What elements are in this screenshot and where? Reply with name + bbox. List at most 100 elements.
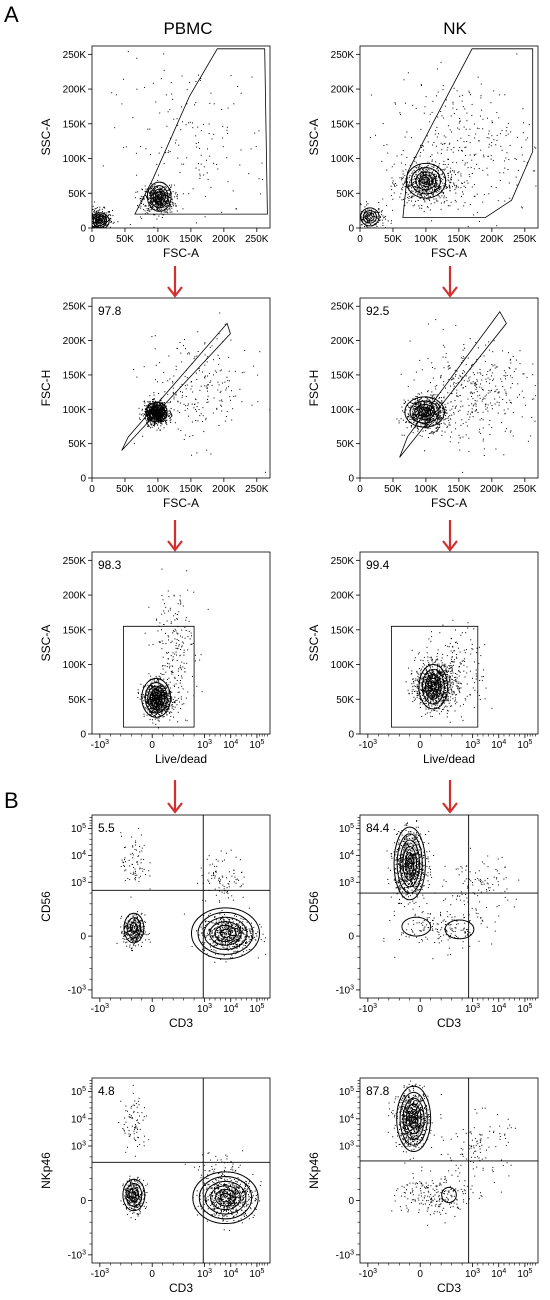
event-dot [195, 135, 197, 137]
event-dot [167, 689, 169, 691]
event-dot [150, 209, 152, 211]
event-dot [446, 187, 448, 189]
event-dot [418, 188, 420, 190]
event-dot [104, 218, 106, 220]
event-dot [399, 177, 401, 179]
event-dot [100, 220, 102, 222]
event-dot [522, 132, 524, 134]
panel-label-b: B [4, 788, 19, 813]
event-dot [165, 421, 167, 423]
x-tick-label: 50K [116, 484, 134, 495]
event-dot [423, 401, 425, 403]
event-dot [143, 203, 144, 205]
event-dot [474, 383, 476, 385]
y-tick-label: 200K [331, 336, 355, 347]
event-dot [407, 181, 408, 183]
event-dot [155, 417, 157, 419]
event-dot [187, 353, 188, 355]
event-dot [149, 410, 150, 412]
event-dot [202, 415, 204, 417]
event-dot [413, 421, 415, 423]
event-dot [144, 185, 146, 187]
event-dot [408, 186, 409, 188]
event-dot [474, 382, 476, 384]
event-dot [159, 704, 161, 706]
event-dot [417, 419, 419, 421]
event-dot [420, 194, 422, 196]
event-dot [412, 414, 414, 416]
event-dot [501, 130, 503, 131]
event-dot [227, 107, 229, 109]
event-dot [135, 152, 137, 154]
event-dot [94, 221, 96, 223]
event-dot [165, 202, 167, 203]
event-dot [403, 411, 405, 413]
event-dot [428, 188, 430, 190]
event-dot [465, 155, 467, 156]
event-dot [161, 194, 163, 196]
event-dot [435, 174, 437, 176]
event-dot [476, 193, 478, 195]
event-dot [429, 177, 431, 179]
event-dot [153, 408, 155, 410]
event-dot [453, 113, 455, 114]
event-dot [162, 404, 164, 406]
event-dot [162, 382, 164, 384]
event-dot [410, 405, 412, 407]
event-dot [200, 154, 202, 156]
event-dot [150, 427, 151, 429]
event-dot [491, 405, 493, 406]
event-dot [485, 381, 487, 383]
x-tick-label: 250K [245, 484, 269, 495]
event-dot [473, 184, 475, 185]
event-dot [431, 166, 433, 168]
event-dot [438, 176, 440, 178]
event-dot [165, 414, 167, 416]
event-dot [162, 214, 164, 216]
event-dot [112, 222, 114, 224]
event-dot [90, 222, 91, 223]
event-dot [371, 213, 372, 215]
event-dot [422, 173, 424, 175]
contour-ring [421, 176, 431, 185]
event-dot [149, 406, 151, 407]
event-dot [501, 380, 503, 382]
event-dot [171, 207, 173, 209]
event-dot [456, 389, 458, 391]
event-dot [165, 195, 167, 197]
event-dot [431, 154, 433, 156]
flow-plot-pbmc-row-3: 98.3-103 0 103 104 105Live/dead050K100K150K2… [39, 551, 271, 766]
event-dot [434, 173, 436, 175]
event-dot [381, 160, 383, 162]
event-dot [460, 406, 462, 408]
event-dot [230, 75, 232, 77]
event-dot [433, 173, 435, 175]
event-dot [498, 94, 500, 96]
event-dot [534, 395, 536, 397]
event-dot [476, 391, 478, 393]
event-dot [460, 424, 462, 426]
event-dot [431, 412, 433, 414]
event-dot [180, 129, 182, 131]
y-axis-label: SSC-A [307, 119, 321, 156]
event-dot [141, 198, 143, 200]
event-dot [416, 403, 418, 405]
event-dot [534, 170, 536, 172]
event-dot [467, 413, 469, 415]
event-dot [431, 415, 433, 416]
event-dot [490, 158, 492, 160]
event-dot [191, 381, 192, 383]
event-dot [413, 408, 415, 410]
event-dot [495, 390, 497, 392]
event-dot [184, 385, 186, 387]
event-dot [156, 193, 158, 195]
event-dot [419, 407, 421, 409]
event-dot [93, 222, 95, 224]
event-dot [156, 696, 158, 698]
event-dot [410, 426, 412, 428]
event-dot [158, 415, 160, 417]
y-tick-label: 0 [348, 224, 354, 235]
event-dot [424, 407, 426, 409]
event-dot [421, 414, 423, 416]
event-dot [171, 93, 173, 95]
